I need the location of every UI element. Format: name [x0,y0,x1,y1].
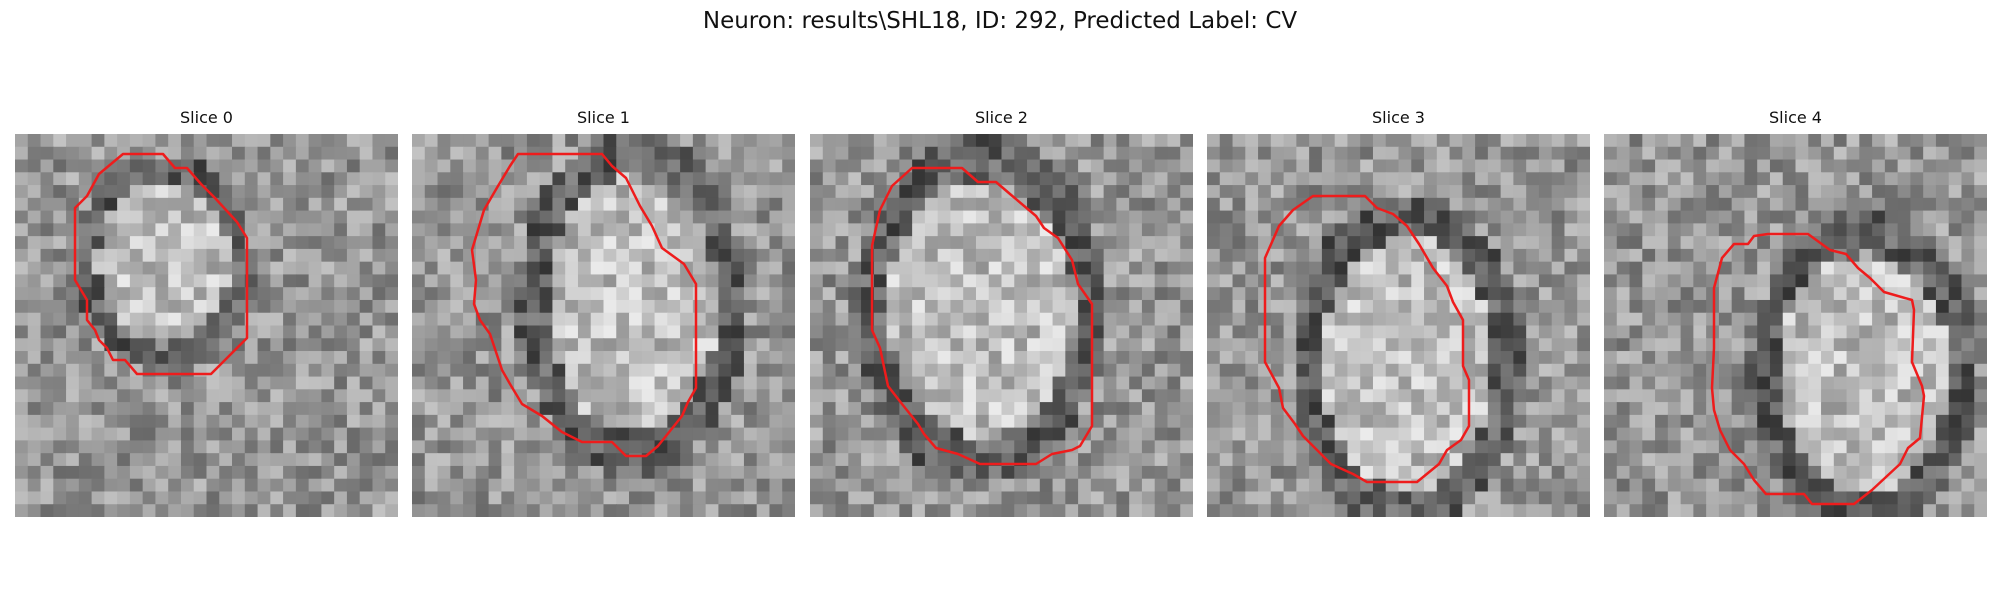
slice-panel-4: Slice 4 [1604,108,1987,528]
slice-title-2: Slice 2 [810,108,1193,127]
slice-panel-0: Slice 0 [15,108,398,528]
slice-image-3 [1207,134,1590,517]
grayscale-pixels-0 [15,134,398,517]
slice-title-3: Slice 3 [1207,108,1590,127]
grayscale-pixels-2 [810,134,1193,517]
grayscale-pixels-1 [412,134,795,517]
slice-panel-3: Slice 3 [1207,108,1590,528]
slice-panel-2: Slice 2 [810,108,1193,528]
slice-image-0 [15,134,398,517]
slice-image-2 [810,134,1193,517]
slice-panel-1: Slice 1 [412,108,795,528]
slice-title-1: Slice 1 [412,108,795,127]
slice-title-0: Slice 0 [15,108,398,127]
slice-image-4 [1604,134,1987,517]
figure-title: Neuron: results\SHL18, ID: 292, Predicte… [0,8,2000,34]
slice-image-1 [412,134,795,517]
grayscale-pixels-4 [1604,134,1987,517]
slice-title-4: Slice 4 [1604,108,1987,127]
